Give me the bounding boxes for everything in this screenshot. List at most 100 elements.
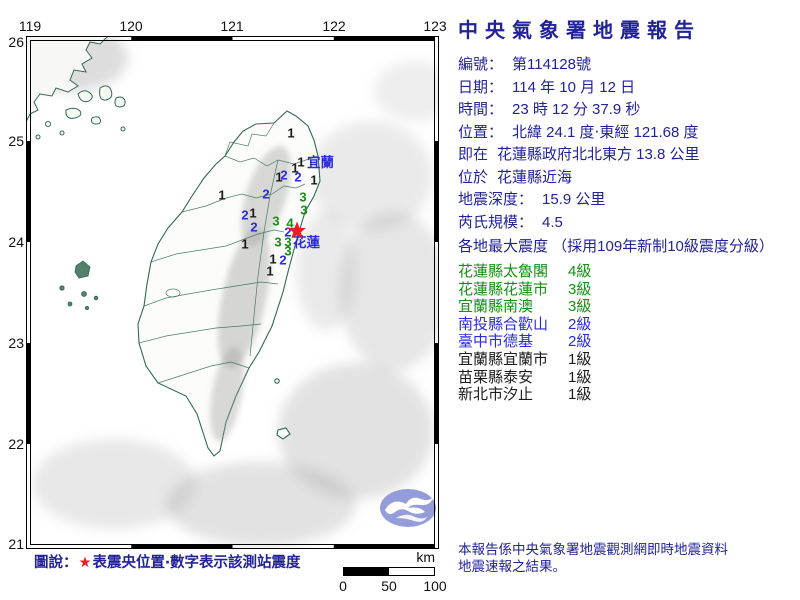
- scale-bar-filled: [344, 568, 389, 575]
- footnote-line: 地震速報之結果。: [458, 559, 566, 574]
- station-row: 新北市汐止 1級: [458, 386, 796, 404]
- field-row: 即在 花蓮縣政府北北東方 13.8 公里: [458, 144, 796, 167]
- field-value: 114 年 10 月 12 日: [512, 78, 636, 96]
- station-intensity-mark: 2: [241, 208, 248, 223]
- station-intensity-mark: 1: [310, 173, 317, 188]
- station-name: 苗栗縣泰安: [458, 368, 534, 386]
- scale-bar-empty: [389, 568, 434, 575]
- scale-tick: 100: [423, 578, 447, 594]
- field-row: 芮氏規模： 4.5: [458, 212, 796, 235]
- map-frame: [26, 36, 439, 549]
- scale-tick: 0: [339, 578, 347, 594]
- lat-tick-label: 23: [8, 335, 24, 351]
- station-intensity-mark: 1: [269, 252, 276, 267]
- lon-tick-label: 119: [18, 18, 42, 34]
- field-row: 位置： 北緯 24.1 度‧東經 121.68 度: [458, 122, 796, 145]
- field-value: 23 時 12 分 37.9 秒: [512, 101, 641, 118]
- station-level: 3級: [568, 298, 592, 316]
- field-label: 日期：: [458, 78, 504, 96]
- map-legend: 圖說：★表震央位置‧數字表示該測站震度: [34, 551, 301, 572]
- field-row: 位於 花蓮縣近海: [458, 167, 796, 190]
- station-intensity-mark: 3: [284, 235, 291, 250]
- station-row: 花蓮縣花蓮市 3級: [458, 281, 796, 299]
- report-title: 中央氣象署地震報告: [458, 20, 701, 42]
- station-intensity-mark: 2: [262, 187, 269, 202]
- lat-tick-label: 26: [8, 34, 24, 50]
- field-label: 位於: [458, 168, 489, 186]
- lon-tick-label: 123: [423, 18, 447, 34]
- epicenter-star: [288, 221, 306, 239]
- station-intensity-mark: 1: [291, 161, 298, 176]
- lat-tick-label: 22: [8, 436, 24, 452]
- field-label: 即在: [458, 146, 489, 163]
- field-label: 地震深度：: [458, 191, 534, 208]
- cwa-logo: [380, 489, 436, 527]
- field-label: 芮氏規模：: [458, 213, 534, 231]
- station-intensity-list: 花蓮縣太魯閣 4級 花蓮縣花蓮市 3級 宜蘭縣南澳 3級 南投縣合歡山 2級 臺中市德基…: [458, 263, 796, 404]
- station-level: 2級: [568, 333, 592, 351]
- station-level: 2級: [568, 315, 592, 333]
- station-intensity-mark: 3: [274, 235, 281, 250]
- station-row: 花蓮縣太魯閣 4級: [458, 263, 796, 281]
- station-intensity-mark: 3: [284, 244, 291, 259]
- station-level: 1級: [568, 368, 592, 386]
- scale-bar: [343, 567, 435, 576]
- station-intensity-mark: 3: [300, 203, 307, 218]
- station-level: 1級: [568, 386, 592, 404]
- penghu-islands: [59, 260, 99, 310]
- station-intensity-mark: 1: [266, 264, 273, 279]
- station-intensity-mark: 3: [299, 190, 306, 205]
- green-island: [274, 378, 280, 384]
- field-value: 北緯 24.1 度‧東經 121.68 度: [512, 123, 699, 141]
- epicenter-star-icon: ★: [78, 555, 92, 571]
- lat-tick-label: 21: [8, 536, 24, 552]
- station-row: 宜蘭縣宜蘭市 1級: [458, 351, 796, 369]
- city-label: 花蓮: [293, 234, 320, 250]
- lon-tick-label: 120: [119, 18, 143, 34]
- field-label: 位置：: [458, 123, 504, 141]
- lon-tick-label: 121: [220, 18, 244, 34]
- station-intensity-mark: 2: [279, 253, 286, 268]
- mainland-coastline: [26, 36, 109, 123]
- orchid-island: [276, 427, 291, 440]
- station-name: 新北市汐止: [458, 386, 534, 404]
- field-value: 花蓮縣政府北北東方 13.8 公里: [497, 146, 700, 163]
- footnote-line: 本報告係中央氣象署地震觀測網即時地震資料: [458, 542, 728, 557]
- mountain-relief: [210, 146, 291, 442]
- station-intensity-mark: 2: [294, 170, 301, 185]
- report-footnote: 本報告係中央氣象署地震觀測網即時地震資料 地震速報之結果。: [458, 541, 728, 575]
- field-row: 編號： 第114128號: [458, 54, 796, 77]
- station-level: 4級: [568, 263, 592, 280]
- scale-unit-label: km: [416, 549, 435, 565]
- station-name: 花蓮縣太魯閣: [458, 263, 549, 280]
- field-value: 第114128號: [512, 56, 591, 73]
- station-level: 1級: [568, 350, 592, 368]
- report-info-panel: 中央氣象署地震報告 編號： 第114128號 日期： 114 年 10 月 12 日…: [458, 14, 796, 404]
- station-intensity-mark: 2: [280, 168, 287, 183]
- field-label: 編號：: [458, 56, 504, 73]
- station-intensity-mark: 2: [284, 225, 291, 240]
- station-intensity-mark: 4: [286, 216, 294, 231]
- station-name: 宜蘭縣宜蘭市: [458, 350, 549, 368]
- field-value: 花蓮縣近海: [497, 168, 573, 186]
- map-scalebar: km 0 50 100: [339, 549, 447, 594]
- scale-tick: 50: [381, 578, 397, 594]
- station-row: 臺中市德基 2級: [458, 333, 796, 351]
- offshore-islands: [35, 85, 126, 140]
- station-intensity-mark: 1: [218, 188, 225, 203]
- lat-tick-label: 25: [8, 133, 24, 149]
- station-row: 宜蘭縣南澳 3級: [458, 298, 796, 316]
- field-row: 時間： 23 時 12 分 37.9 秒: [458, 99, 796, 122]
- station-name: 宜蘭縣南澳: [458, 298, 534, 316]
- scale-tick-labels: 0 50 100: [339, 578, 447, 594]
- legend-prefix: 圖說：: [34, 555, 78, 571]
- station-intensity-mark: 1: [297, 155, 304, 170]
- station-intensity-mark: 1: [241, 237, 248, 252]
- station-intensity-mark: 2: [250, 220, 257, 235]
- intensity-section-header: 各地最大震度 （採用109年新制10級震度分級）: [458, 238, 774, 255]
- station-intensity-mark: 1: [275, 170, 282, 185]
- field-row: 地震深度： 15.9 公里: [458, 189, 796, 212]
- field-label: 時間：: [458, 101, 504, 118]
